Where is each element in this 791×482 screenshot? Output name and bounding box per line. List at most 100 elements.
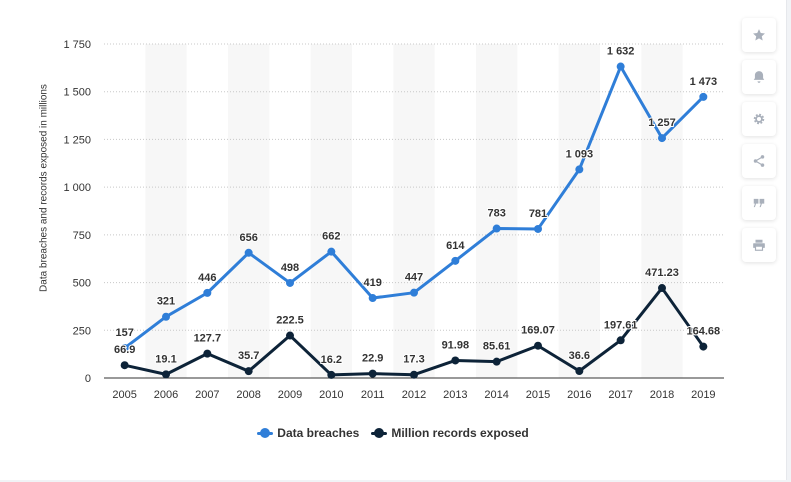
data-point <box>162 312 170 321</box>
column-band <box>228 44 270 378</box>
y-tick-label: 1 000 <box>63 182 91 194</box>
data-point <box>244 367 253 376</box>
column-band <box>393 44 435 378</box>
data-point <box>286 331 294 340</box>
data-label: 498 <box>281 262 299 274</box>
data-label: 66.9 <box>114 344 135 356</box>
data-point <box>616 62 625 71</box>
x-tick-label: 2010 <box>319 389 343 401</box>
data-point <box>244 248 253 257</box>
data-label: 1 093 <box>566 148 594 160</box>
data-label: 85.61 <box>483 341 511 353</box>
data-label: 22.9 <box>362 353 383 365</box>
column-band <box>641 44 683 378</box>
x-tick-label: 2016 <box>567 389 591 401</box>
data-label: 127.7 <box>194 333 222 345</box>
chart-toolbar <box>742 18 776 270</box>
column-band <box>558 44 600 378</box>
data-label: 197.61 <box>604 319 638 331</box>
legend: Data breaches Million records exposed <box>0 426 786 440</box>
data-point <box>658 134 666 143</box>
data-label: 164.68 <box>687 326 721 338</box>
data-point <box>492 224 501 233</box>
x-tick-label: 2019 <box>691 389 715 401</box>
legend-label-million-records: Million records exposed <box>391 426 529 440</box>
data-point <box>410 370 418 379</box>
y-tick-label: 1 750 <box>63 39 91 51</box>
y-tick-label: 1 250 <box>63 134 91 146</box>
data-label: 662 <box>322 231 340 243</box>
data-label: 656 <box>239 232 257 244</box>
legend-item-million-records[interactable]: Million records exposed <box>371 426 529 440</box>
data-label: 1 473 <box>690 76 718 88</box>
x-tick-label: 2011 <box>361 389 385 401</box>
column-band <box>145 44 187 378</box>
data-point <box>575 165 584 174</box>
line-chart: 0 250 500 750 1 000 1 250 1 500 1 750 2005 2006 20… <box>63 39 724 401</box>
bell-icon[interactable] <box>742 60 776 94</box>
y-tick-label: 0 <box>85 373 91 385</box>
data-point <box>203 288 212 297</box>
legend-item-data-breaches[interactable]: Data breaches <box>257 426 359 440</box>
data-point <box>492 357 501 366</box>
column-band <box>476 44 518 378</box>
data-point <box>120 344 129 353</box>
data-label: 157 <box>115 327 133 339</box>
data-point <box>162 370 170 379</box>
y-tick-label: 1 500 <box>63 87 91 99</box>
data-point <box>203 349 212 358</box>
data-point <box>368 294 377 303</box>
data-label: 19.1 <box>155 353 176 365</box>
share-icon[interactable] <box>742 144 776 178</box>
column-band <box>310 44 352 378</box>
data-label: 419 <box>363 277 381 289</box>
data-point <box>534 341 542 350</box>
y-tick-label: 250 <box>73 325 91 337</box>
data-label: 446 <box>198 272 216 284</box>
data-label: 781 <box>529 208 547 220</box>
print-icon[interactable] <box>742 228 776 262</box>
data-point <box>616 336 625 345</box>
data-point <box>575 367 584 376</box>
gear-icon[interactable] <box>742 102 776 136</box>
x-tick-label: 2006 <box>154 389 178 401</box>
x-tick-label: 2018 <box>650 389 674 401</box>
x-tick-label: 2014 <box>484 389 508 401</box>
data-label: 783 <box>487 208 505 220</box>
star-icon[interactable] <box>742 18 776 52</box>
y-tick-label: 500 <box>73 278 91 290</box>
x-tick-label: 2015 <box>526 389 550 401</box>
data-point <box>410 288 418 297</box>
data-label: 1 257 <box>648 117 676 129</box>
y-tick-label: 750 <box>73 230 91 242</box>
data-point <box>451 256 460 265</box>
quote-icon[interactable] <box>742 186 776 220</box>
x-tick-label: 2007 <box>195 389 219 401</box>
data-point <box>534 224 542 233</box>
data-point <box>120 361 129 370</box>
legend-marker-data-breaches <box>257 428 274 438</box>
data-label: 614 <box>446 240 465 252</box>
x-tick-label: 2017 <box>608 389 632 401</box>
data-label: 447 <box>405 272 423 284</box>
data-point <box>327 370 336 379</box>
data-label: 222.5 <box>276 315 304 327</box>
data-label: 169.07 <box>521 325 555 337</box>
data-label: 1 632 <box>607 46 635 58</box>
x-tick-label: 2008 <box>236 389 260 401</box>
data-label: 471.23 <box>645 267 679 279</box>
legend-marker-million-records <box>371 428 388 438</box>
x-tick-label: 2005 <box>112 389 136 401</box>
y-axis-title: Data breaches and records exposed in mil… <box>38 84 50 292</box>
data-point <box>327 247 336 256</box>
data-point <box>368 369 377 378</box>
data-label: 91.98 <box>442 339 470 351</box>
data-point <box>658 284 666 293</box>
x-tick-label: 2013 <box>443 389 467 401</box>
data-label: 35.7 <box>238 350 259 362</box>
data-label: 16.2 <box>321 354 342 366</box>
data-point <box>699 342 708 351</box>
data-label: 17.3 <box>403 354 424 366</box>
legend-label-data-breaches: Data breaches <box>277 426 360 440</box>
